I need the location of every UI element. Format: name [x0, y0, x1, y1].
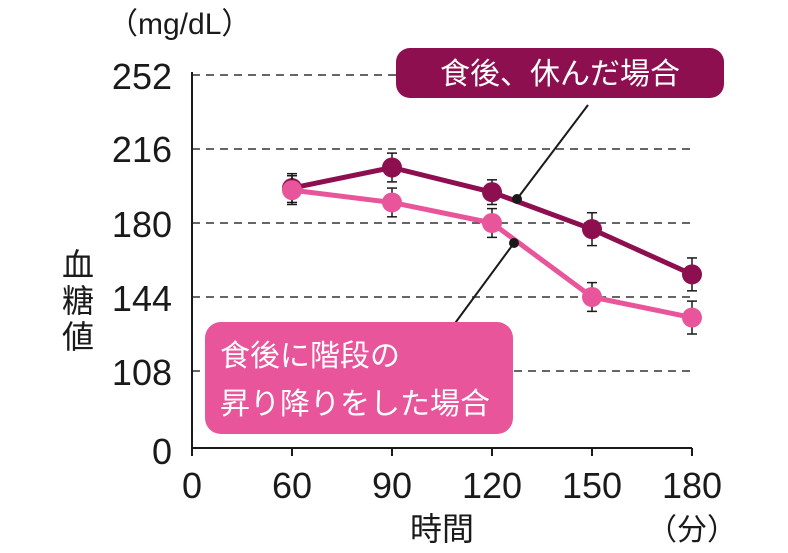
- y-tick-label: 252: [112, 56, 172, 97]
- callout-anchor-dot: [512, 194, 522, 204]
- data-point: [382, 157, 402, 178]
- data-point: [482, 213, 502, 233]
- series-stairs: [282, 174, 702, 335]
- x-tick-label: 60: [272, 465, 312, 506]
- data-point: [582, 287, 602, 307]
- data-point: [282, 180, 302, 201]
- x-tick-label: 120: [462, 465, 522, 506]
- x-tick-label: 90: [372, 465, 412, 506]
- x-tick-label: 0: [182, 465, 202, 506]
- callout-box: [396, 48, 724, 98]
- callout-label-line: 昇り降りをした場合: [220, 387, 490, 422]
- callout-leader-rest: [516, 104, 589, 200]
- callout-box: [205, 322, 513, 434]
- data-point: [482, 182, 502, 203]
- y-tick-label: 108: [112, 352, 172, 393]
- callout-label: 食後、休んだ場合: [440, 57, 680, 92]
- y-axis-title: 血糖値: [57, 248, 95, 356]
- y-tick-label: 216: [112, 129, 172, 170]
- data-point: [682, 307, 702, 328]
- data-point: [582, 219, 602, 240]
- callout-leader-stairs: [449, 242, 515, 331]
- y-unit-label: （mg/dL）: [108, 8, 251, 41]
- data-point: [382, 192, 402, 213]
- y-tick-label: 0: [152, 431, 172, 472]
- x-tick-label: 180: [662, 465, 722, 506]
- y-tick-label: 144: [112, 278, 172, 319]
- x-unit-label: （分）: [647, 514, 737, 547]
- data-point: [682, 264, 702, 285]
- x-axis-title: 時間: [410, 510, 474, 548]
- callout-label-line: 食後に階段の: [220, 339, 400, 374]
- legend-callout-stairs: 食後に階段の 昇り降りをした場合: [205, 322, 513, 434]
- legend-callout-rest: 食後、休んだ場合: [396, 48, 724, 98]
- y-tick-label: 180: [112, 204, 172, 245]
- x-tick-label: 150: [562, 465, 622, 506]
- callout-anchor-dot: [509, 238, 519, 248]
